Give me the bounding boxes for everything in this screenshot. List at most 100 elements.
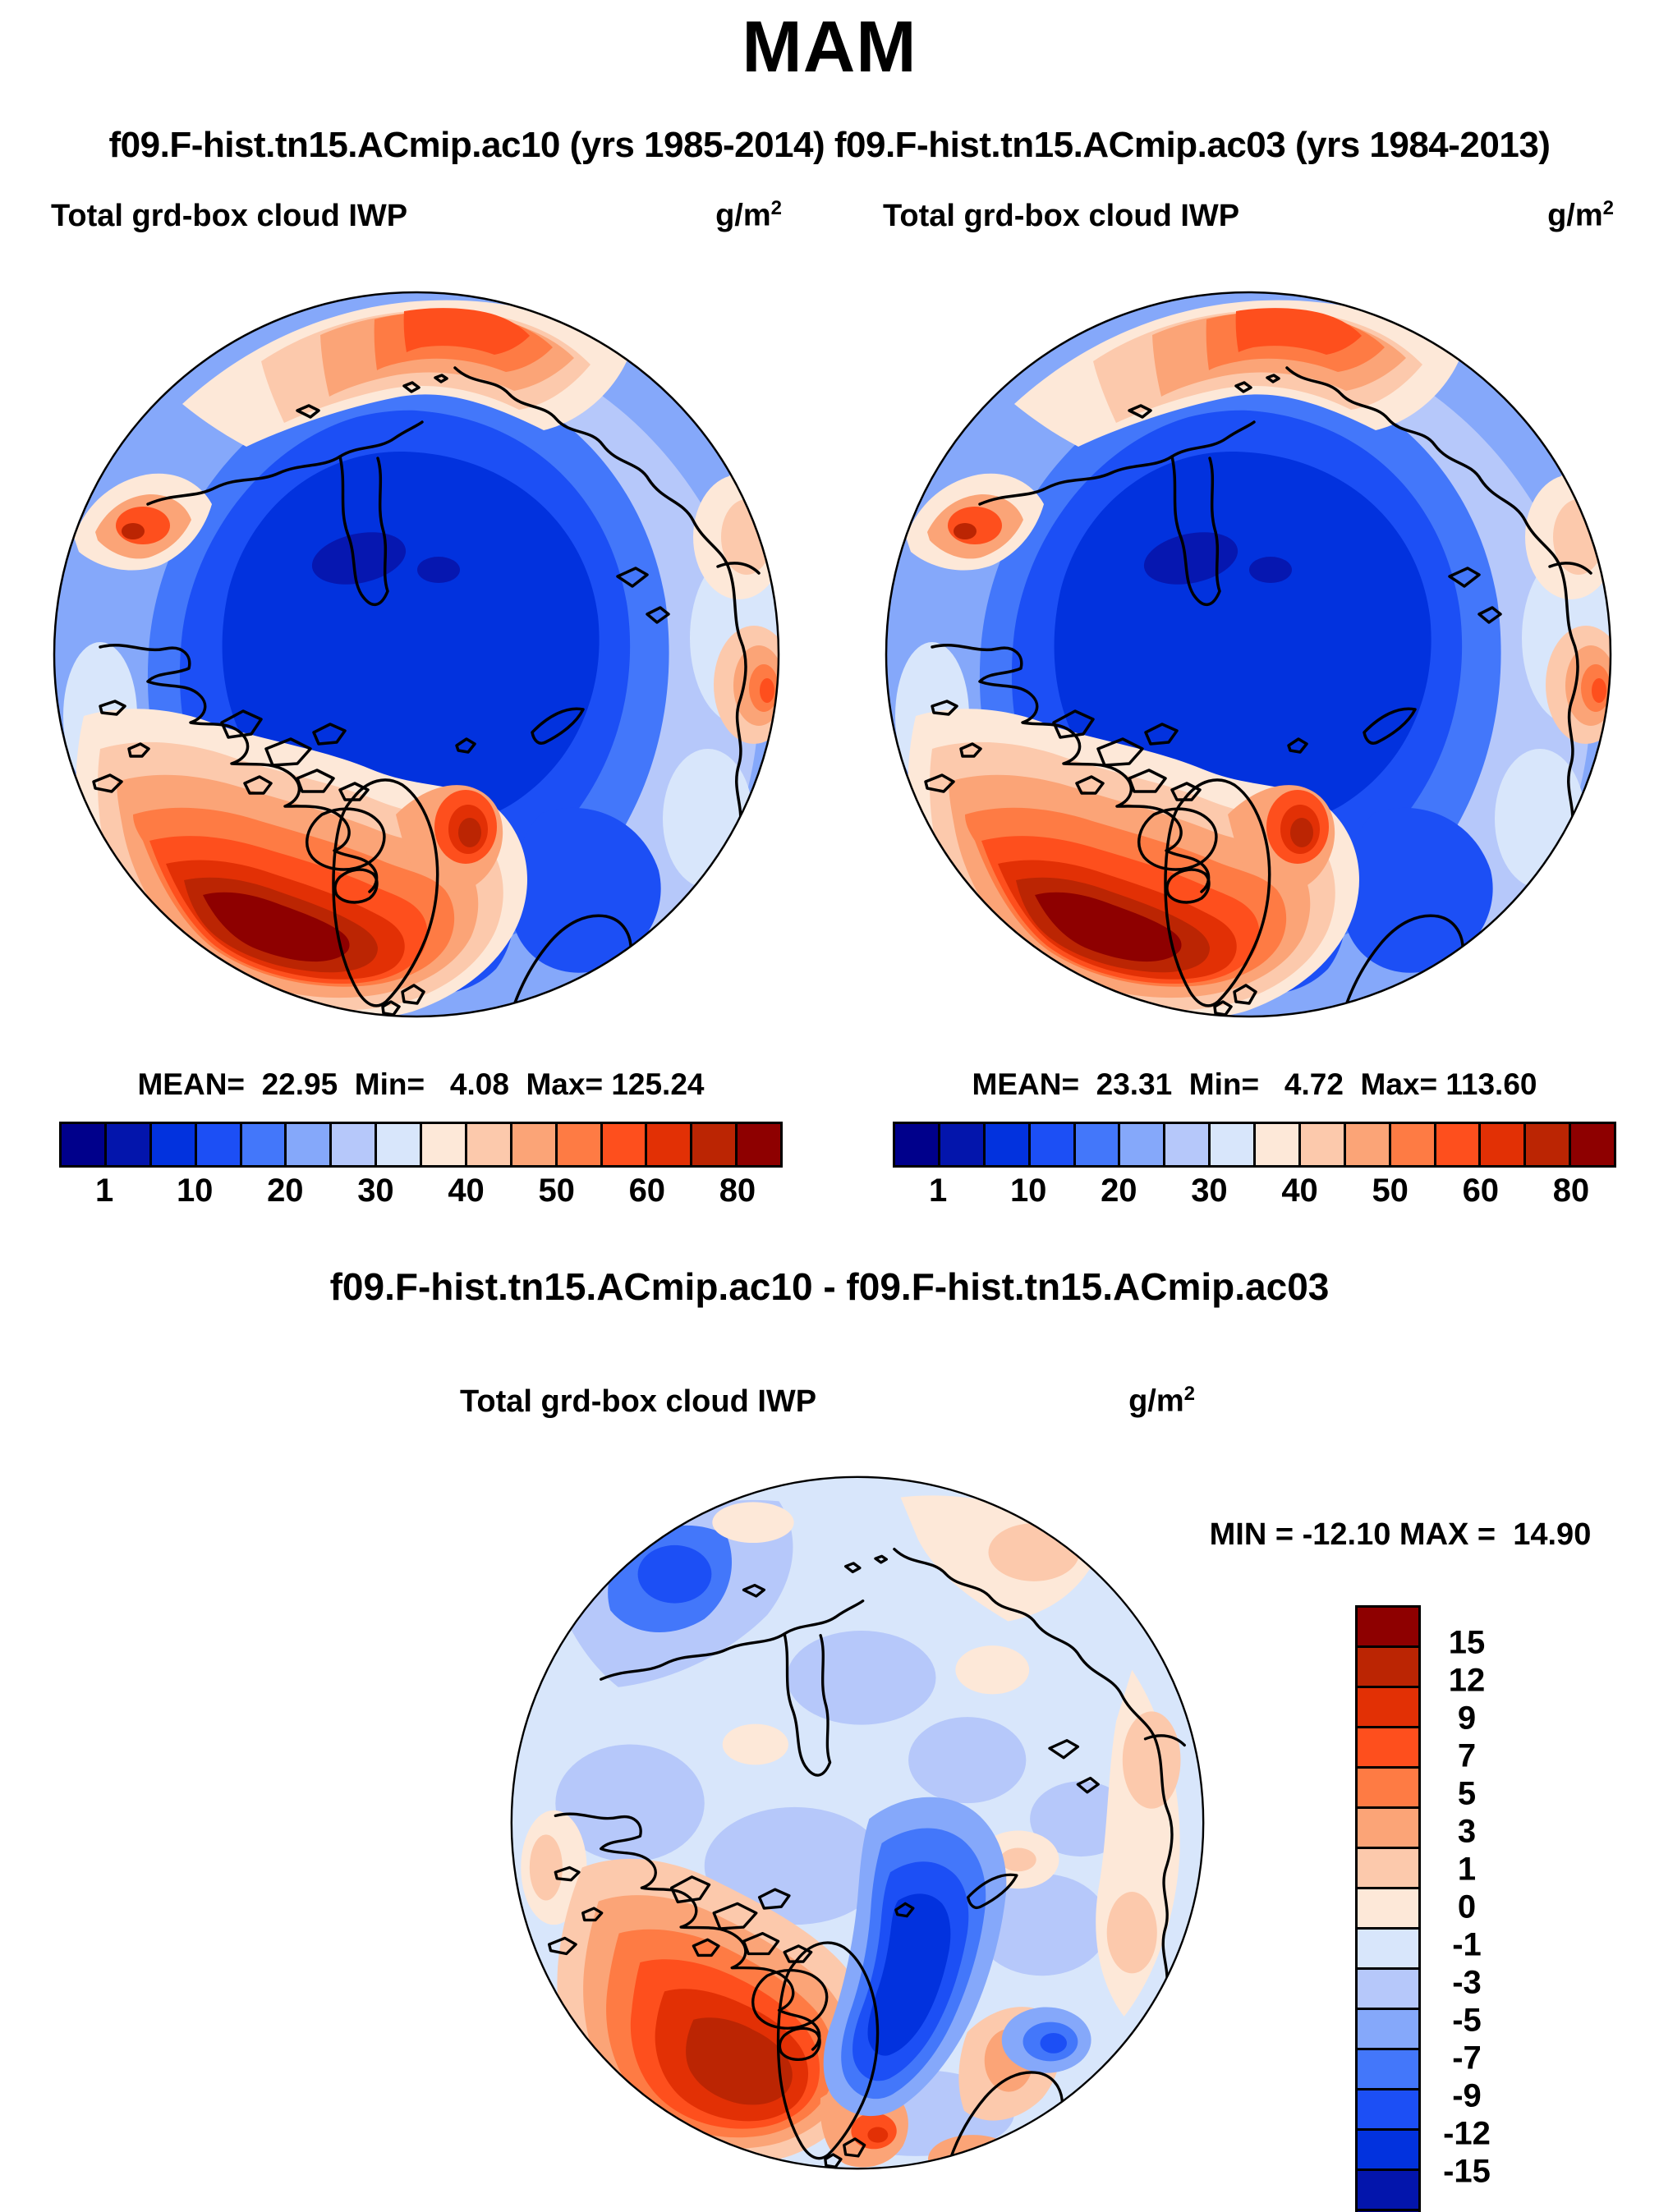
diff-colorbar-cell [1358, 1766, 1418, 1806]
diff-colorbar-tick-label: -12 [1443, 2115, 1491, 2152]
colorbar-tick-label: 30 [1191, 1173, 1228, 1209]
stats-ac10: MEAN= 22.95 Min= 4.08 Max= 125.24 [137, 1067, 705, 1101]
diff-colorbar [1355, 1605, 1421, 2212]
diff-colorbar-tick-label: 12 [1448, 1662, 1486, 1699]
colorbar-tick-label: 30 [357, 1173, 394, 1209]
diff-colorbar-ticks: 15 12 9 7 5 3 1 0 -1 -3 -5 -7 -9 -12 -15 [1426, 1605, 1508, 2212]
diff-colorbar-tick-label: -1 [1452, 1926, 1482, 1963]
diff-colorbar-cell [1358, 1967, 1418, 2008]
panel-units: g/m2 [715, 197, 782, 233]
diff-colorbar-tick-label: -7 [1452, 2040, 1482, 2077]
map-outline [53, 291, 780, 1018]
diff-colorbar-tick-label: 7 [1457, 1737, 1477, 1774]
map-outline [510, 1475, 1205, 2170]
diff-colorbar-cell [1358, 2048, 1418, 2088]
colorbar-cell [284, 1124, 330, 1165]
diff-colorbar-tick-label: 9 [1457, 1700, 1477, 1737]
diff-panel-header: Total grd-box cloud IWP g/m2 [460, 1383, 1195, 1420]
colorbar-tick-label: 20 [1101, 1173, 1137, 1209]
map-diff [510, 1475, 1205, 2170]
colorbar-cell [1208, 1124, 1253, 1165]
colorbar-tick-label: 50 [538, 1173, 575, 1209]
colorbar-cell [509, 1124, 555, 1165]
colorbar-cell [464, 1124, 510, 1165]
diff-colorbar-cell [1358, 2128, 1418, 2168]
colorbar-cell [103, 1124, 149, 1165]
colorbar-cell [375, 1124, 420, 1165]
map-ac03 [885, 291, 1612, 1018]
colorbar-tick-label: 1 [94, 1173, 114, 1209]
map-ac10 [53, 291, 780, 1018]
diff-colorbar-cell [1358, 1726, 1418, 1766]
diff-colorbar-cell [1358, 1887, 1418, 1927]
colorbar-tick-label: 20 [267, 1173, 304, 1209]
diff-title: f09.F-hist.tn15.ACmip.ac10 - f09.F-hist.… [329, 1265, 1330, 1308]
colorbar-cell [1343, 1124, 1389, 1165]
colorbar-cell [1433, 1124, 1479, 1165]
panel-units: g/m2 [1547, 197, 1614, 233]
colorbar-cell [937, 1124, 983, 1165]
colorbar-cell [1388, 1124, 1434, 1165]
panel-header-ac10: Total grd-box cloud IWP g/m2 [51, 197, 782, 234]
colorbar-cell [895, 1124, 938, 1165]
colorbar-cell [554, 1124, 600, 1165]
season-title: MAM [742, 6, 917, 87]
colorbar-tick-label: 10 [176, 1173, 214, 1209]
colorbar-ticks-ac10: 1 10 20 30 40 50 60 80 [59, 1173, 783, 1214]
colorbar-ac03 [893, 1122, 1616, 1168]
colorbar-cell [600, 1124, 646, 1165]
colorbar-tick-label: 60 [1462, 1173, 1500, 1209]
colorbar-tick-label: 40 [448, 1173, 485, 1209]
models-subtitle: f09.F-hist.tn15.ACmip.ac10 (yrs 1985-201… [108, 125, 1551, 165]
diff-colorbar-tick-label: 15 [1448, 1624, 1486, 1661]
colorbar-cell [1298, 1124, 1344, 1165]
diff-colorbar-cell [1358, 2209, 1418, 2212]
colorbar-cell [1253, 1124, 1298, 1165]
colorbar-cell [645, 1124, 691, 1165]
diff-colorbar-cell [1358, 1806, 1418, 1847]
colorbar-cell [982, 1124, 1028, 1165]
colorbar-cell [194, 1124, 240, 1165]
colorbar-cell [1073, 1124, 1119, 1165]
panel-header-ac03: Total grd-box cloud IWP g/m2 [883, 197, 1614, 234]
diff-colorbar-tick-label: -15 [1443, 2153, 1491, 2190]
diff-colorbar-tick-label: 1 [1457, 1851, 1477, 1888]
colorbar-cell [1523, 1124, 1569, 1165]
colorbar-cell [735, 1124, 780, 1165]
diff-colorbar-tick-label: -3 [1452, 1964, 1482, 2001]
colorbar-cell [329, 1124, 375, 1165]
diff-colorbar-tick-label: -9 [1452, 2077, 1482, 2114]
colorbar-tick-label: 40 [1281, 1173, 1318, 1209]
panel-title: Total grd-box cloud IWP [51, 198, 408, 233]
diff-colorbar-cell [1358, 1645, 1418, 1686]
diff-colorbar-tick-label: 5 [1457, 1775, 1477, 1812]
colorbar-cell [149, 1124, 195, 1165]
colorbar-tick-label: 80 [719, 1173, 756, 1209]
colorbar-tick-label: 80 [1552, 1173, 1590, 1209]
colorbar-ticks-ac03: 1 10 20 30 40 50 60 80 [893, 1173, 1616, 1214]
diff-colorbar-cell [1358, 2088, 1418, 2128]
diff-colorbar-cell [1358, 2008, 1418, 2048]
colorbar-cell [420, 1124, 465, 1165]
colorbar-cell [239, 1124, 285, 1165]
diff-colorbar-tick-label: 3 [1457, 1813, 1477, 1850]
panel-title: Total grd-box cloud IWP [460, 1384, 817, 1419]
colorbar-cell [1163, 1124, 1209, 1165]
diff-colorbar-cell [1358, 2168, 1418, 2209]
colorbar-cell [62, 1124, 104, 1165]
colorbar-cell [690, 1124, 736, 1165]
stats-ac03: MEAN= 23.31 Min= 4.72 Max= 113.60 [972, 1067, 1537, 1101]
panel-title: Total grd-box cloud IWP [883, 198, 1240, 233]
diff-colorbar-cell [1358, 1927, 1418, 1967]
diff-minmax: MIN = -12.10 MAX = 14.90 [1209, 1517, 1592, 1552]
panel-units: g/m2 [1128, 1383, 1195, 1419]
colorbar-tick-label: 1 [928, 1173, 948, 1209]
colorbar-cell [1118, 1124, 1164, 1165]
colorbar-cell [1569, 1124, 1614, 1165]
colorbar-cell [1478, 1124, 1524, 1165]
colorbar-ac10 [59, 1122, 783, 1168]
diff-colorbar-cell [1358, 1686, 1418, 1726]
diff-colorbar-tick-label: -5 [1452, 2002, 1482, 2039]
diff-colorbar-tick-label: 0 [1457, 1888, 1477, 1925]
